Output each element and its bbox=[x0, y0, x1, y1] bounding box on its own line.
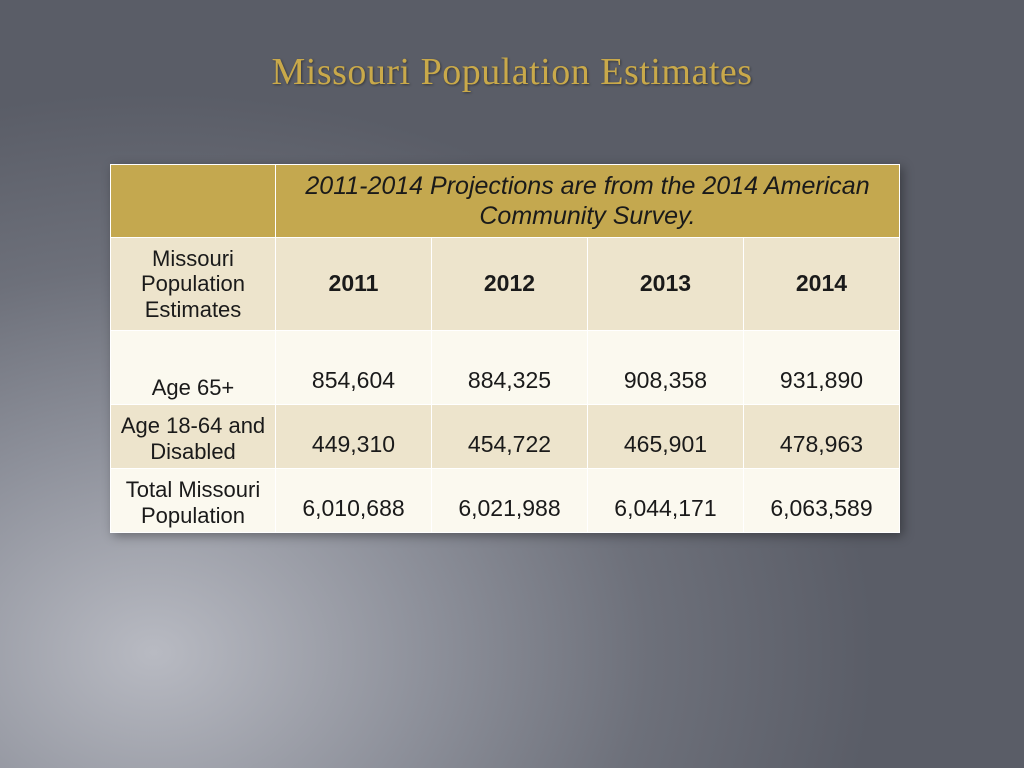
year-col-1: 2012 bbox=[431, 238, 587, 331]
header-corner-blank bbox=[111, 165, 276, 238]
year-col-3: 2014 bbox=[743, 238, 899, 331]
data-cell: 449,310 bbox=[276, 404, 432, 468]
header-banner: 2011-2014 Projections are from the 2014 … bbox=[276, 165, 900, 238]
data-cell: 931,890 bbox=[743, 330, 899, 404]
year-col-2: 2013 bbox=[587, 238, 743, 331]
population-table: 2011-2014 Projections are from the 2014 … bbox=[110, 164, 900, 533]
data-cell: 478,963 bbox=[743, 404, 899, 468]
population-table-container: 2011-2014 Projections are from the 2014 … bbox=[110, 164, 900, 533]
slide-title: Missouri Population Estimates bbox=[0, 50, 1024, 94]
table-row: Total Missouri Population 6,010,688 6,02… bbox=[111, 468, 900, 532]
table-row: Age 65+ 854,604 884,325 908,358 931,890 bbox=[111, 330, 900, 404]
data-cell: 884,325 bbox=[431, 330, 587, 404]
table-year-row: Missouri Population Estimates 2011 2012 … bbox=[111, 238, 900, 331]
data-cell: 854,604 bbox=[276, 330, 432, 404]
row-label: Total Missouri Population bbox=[111, 468, 276, 532]
data-cell: 908,358 bbox=[587, 330, 743, 404]
data-cell: 6,021,988 bbox=[431, 468, 587, 532]
row-label: Age 18-64 and Disabled bbox=[111, 404, 276, 468]
year-col-0: 2011 bbox=[276, 238, 432, 331]
data-cell: 6,010,688 bbox=[276, 468, 432, 532]
data-cell: 454,722 bbox=[431, 404, 587, 468]
row-header-label: Missouri Population Estimates bbox=[111, 238, 276, 331]
table-header-row: 2011-2014 Projections are from the 2014 … bbox=[111, 165, 900, 238]
row-label: Age 65+ bbox=[111, 330, 276, 404]
table-row: Age 18-64 and Disabled 449,310 454,722 4… bbox=[111, 404, 900, 468]
slide: Missouri Population Estimates 2011-2014 … bbox=[0, 0, 1024, 768]
data-cell: 6,044,171 bbox=[587, 468, 743, 532]
data-cell: 465,901 bbox=[587, 404, 743, 468]
data-cell: 6,063,589 bbox=[743, 468, 899, 532]
